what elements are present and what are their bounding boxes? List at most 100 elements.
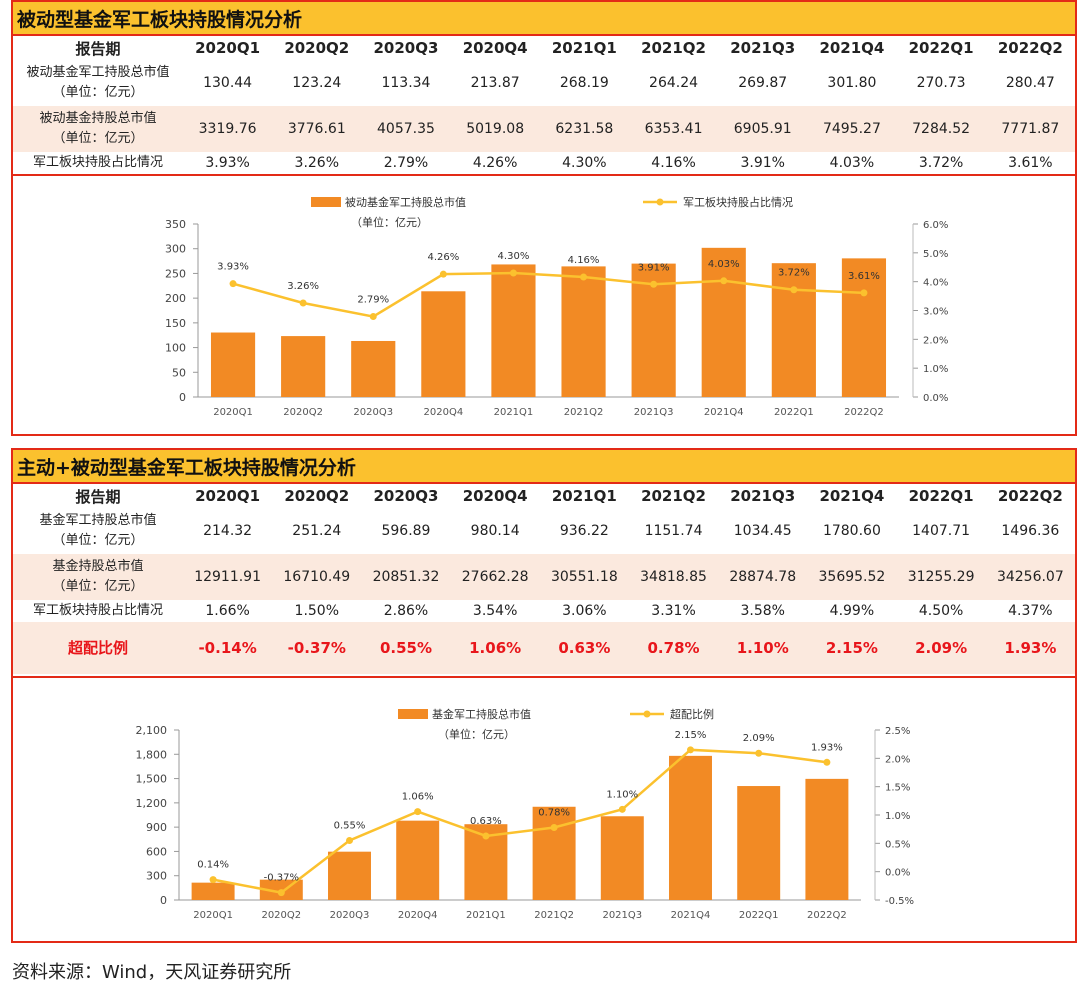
table-cell: 270.73 [916,75,966,91]
legend-bar-swatch [398,709,428,719]
table-cell: 34256.07 [985,554,1075,600]
x-tick-label: 2022Q1 [739,910,779,921]
header-period-label: 报告期 [13,484,183,508]
y2-tick-label: 0.0% [885,868,910,879]
header-quarter: 2020Q1 [183,484,273,508]
line-point [509,269,517,277]
x-tick-label: 2020Q3 [330,910,370,921]
y2-tick-label: 6.0% [923,220,948,231]
data-label: 4.16% [568,255,600,266]
line-point [687,746,694,754]
table-row: 被动基金军工持股总市值 （单位：亿元） 130.44 123.24 113.34 213.… [13,60,1075,106]
bar [561,266,606,397]
y-tick-label: 2,100 [136,724,168,737]
x-tick-label: 2022Q2 [807,910,847,921]
table-cell: 1496.36 [1001,523,1060,539]
bar [491,264,536,397]
legend-line-marker [656,198,664,206]
table-cell: 7495.27 [807,106,897,152]
y2-tick-label: 1.0% [885,811,910,822]
line-point [346,837,353,844]
header-quarter: 2020Q2 [272,484,362,508]
y2-tick-label: 0.5% [885,839,910,850]
table-cell: 20851.32 [361,554,451,600]
data-label: 3.91% [638,262,670,273]
table-cell: 4.99% [829,603,875,619]
x-tick-label: 2022Q1 [774,407,814,418]
data-label: -0.37% [264,873,299,884]
header-quarter: 2020Q3 [361,36,451,60]
table-cell: 34818.85 [628,554,719,600]
line-series [212,748,828,894]
header-quarter: 2020Q1 [183,36,273,60]
bar [669,755,712,900]
bar [600,816,644,900]
line-point [755,749,763,757]
y2-tick-label: 2.5% [885,726,910,737]
table-cell: 12911.91 [183,554,273,600]
table-cell: 31255.29 [896,554,986,600]
total-fund-table: 报告期 2020Q1 2020Q2 2020Q3 2020Q4 2021Q1 2021Q2 2… [13,484,1075,674]
y2-tick-label: 1.0% [923,364,948,375]
passive-fund-chart: 0 50 100 150 200 250 300 350 0.0% 1.0% 2.0% 3.0% 4.0… [13,174,1075,434]
table-cell: 1.66% [205,603,250,619]
table-cell: 3.91% [740,155,785,171]
passive-panel-title: 被动型基金军工板块持股情况分析 [13,2,1075,36]
data-label: 0.78% [538,807,570,818]
line-point [720,277,728,285]
table-cell: 4057.35 [361,106,451,152]
bar [210,332,256,397]
bar [841,258,887,397]
data-label: 3.93% [217,262,249,273]
table-row: 被动基金持股总市值 （单位：亿元） 3319.76 3776.61 4057.35 501… [13,106,1075,152]
header-quarter: 2020Q4 [450,36,540,60]
y2-tick-label: 0.0% [923,393,948,404]
header-quarter: 2021Q1 [539,36,629,60]
header-quarter: 2021Q2 [628,36,719,60]
line-point [482,832,490,840]
header-period-label: 报告期 [13,36,183,60]
table-cell: 3.93% [205,155,250,171]
total-fund-chart-svg: 0 300 600 900 1,200 1,500 1,800 2,100 -0.5% 0.0% 0… [136,707,915,921]
line-point [439,270,447,278]
table-cell: 3.31% [651,603,696,619]
y2-tick-label: 2.0% [923,335,948,346]
table-cell: 1151.74 [644,523,703,539]
x-tick-label: 2021Q2 [534,910,574,921]
table-cell: 30551.18 [539,554,629,600]
table-cell: 596.89 [381,523,431,539]
table-cell: 5019.08 [450,106,540,152]
table-cell: 214.32 [203,523,253,539]
table-cell: 1.50% [294,603,340,619]
total-fund-chart: 0 300 600 900 1,200 1,500 1,800 2,100 -0.5% 0.0% 0… [13,676,1075,941]
table-cell: 268.19 [559,75,609,91]
x-tick-label: 2022Q2 [844,407,884,418]
table-row: 军工板块持股占比情况 3.93% 3.26% 2.79% 4.26% 4.30% 4.16%… [13,152,1075,174]
y-tick-label: 0 [179,391,186,404]
table-cell: 1034.45 [733,523,792,539]
x-tick-label: 2020Q3 [353,407,393,418]
table-cell: 6353.41 [628,106,719,152]
table-cell: 936.22 [559,523,609,539]
data-label: 4.30% [498,251,530,262]
bar [281,336,326,397]
header-quarter: 2021Q3 [718,484,808,508]
table-cell: 2.79% [383,155,429,171]
x-tick-label: 2020Q1 [213,407,253,418]
line-point [299,299,307,307]
y-tick-label: 900 [146,821,167,834]
table-header-row: 报告期 2020Q1 2020Q2 2020Q3 2020Q4 2021Q1 2021Q2 2… [13,36,1075,60]
total-fund-panel: 主动+被动型基金军工板块持股情况分析 报告期 2020Q1 2020Q2 2020Q3… [11,448,1077,943]
y-tick-label: 150 [165,317,186,330]
table-cell: 2.09% [896,622,986,674]
y-tick-label: 1,500 [136,773,168,786]
header-quarter: 2022Q2 [985,36,1075,60]
data-label: 0.63% [470,816,502,827]
header-quarter: 2021Q1 [539,484,629,508]
x-tick-label: 2020Q4 [424,407,464,418]
x-tick-label: 2021Q2 [564,407,604,418]
table-cell: 6905.91 [718,106,808,152]
y-tick-label: 300 [146,870,167,883]
source-note: 资料来源：Wind，天风证券研究所 [12,962,292,983]
row-label: 基金持股总市值 （单位：亿元） [13,554,183,600]
